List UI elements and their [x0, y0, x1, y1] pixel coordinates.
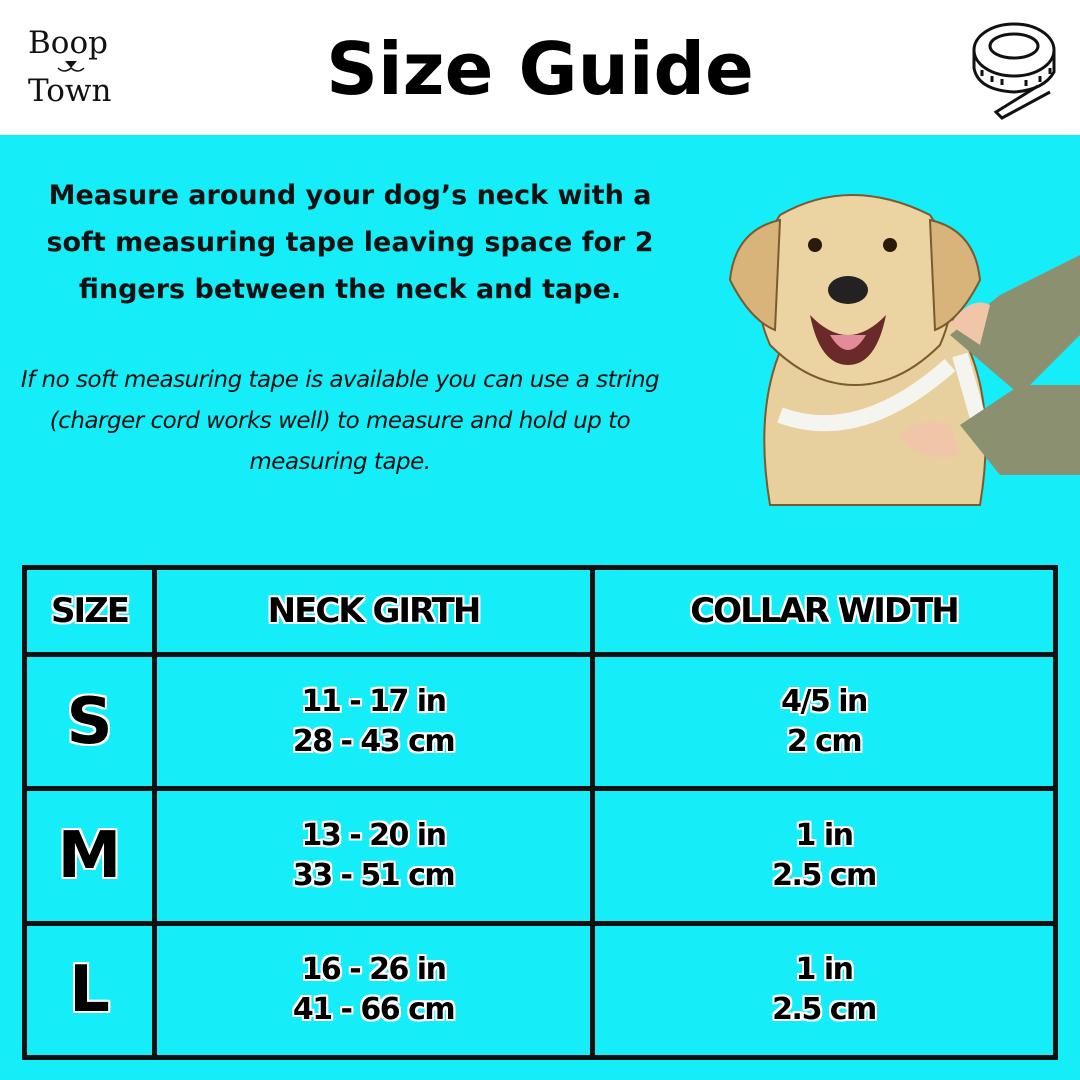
logo-line-1: Boop: [28, 25, 108, 61]
page-title: Size Guide: [326, 27, 754, 111]
table-row: L 16 - 26 in 41 - 66 cm 1 in 2.5 cm: [22, 920, 1058, 1061]
width-cm: 2.5 cm: [772, 992, 877, 1028]
width-cm: 2.5 cm: [772, 857, 877, 893]
size-table: SIZE NECK GIRTH COLLAR WIDTH S 11 - 17 i…: [22, 565, 1058, 1061]
table-row: M 13 - 20 in 33 - 51 cm 1 in 2.5 cm: [22, 786, 1058, 926]
girth-cm: 33 - 51 cm: [292, 857, 456, 893]
neck-girth-cell: 13 - 20 in 33 - 51 cm: [152, 786, 595, 926]
collar-width-cell: 4/5 in 2 cm: [590, 651, 1058, 792]
dog-nose-icon: [57, 61, 85, 72]
boop-town-logo: Boop Town: [26, 26, 118, 110]
measuring-tape-icon: [972, 22, 1056, 120]
header-collar-width: COLLAR WIDTH: [590, 565, 1058, 657]
width-in: 1 in: [795, 952, 854, 988]
collar-width-cell: 1 in 2.5 cm: [590, 920, 1058, 1061]
width-in: 4/5 in: [781, 683, 868, 719]
dog-measuring-illustration: [728, 194, 1080, 506]
size-label: S: [22, 651, 157, 792]
neck-girth-cell: 16 - 26 in 41 - 66 cm: [152, 920, 595, 1061]
girth-cm: 41 - 66 cm: [292, 992, 456, 1028]
girth-in: 11 - 17 in: [301, 683, 447, 719]
header-size: SIZE: [22, 565, 157, 657]
alternative-measuring-note: If no soft measuring tape is available y…: [20, 367, 660, 475]
collar-width-cell: 1 in 2.5 cm: [590, 786, 1058, 926]
header: Boop Town Size Guide: [0, 0, 1080, 135]
width-cm: 2 cm: [786, 723, 863, 759]
neck-girth-cell: 11 - 17 in 28 - 43 cm: [152, 651, 595, 792]
size-label: M: [22, 786, 157, 926]
measuring-instructions: Measure around your dog’s neck with a so…: [46, 180, 654, 305]
size-label: L: [22, 920, 157, 1061]
logo-line-2: Town: [28, 73, 112, 109]
header-neck-girth: NECK GIRTH: [152, 565, 595, 657]
table-header-row: SIZE NECK GIRTH COLLAR WIDTH: [22, 565, 1058, 657]
girth-cm: 28 - 43 cm: [292, 723, 456, 759]
width-in: 1 in: [795, 817, 854, 853]
table-row: S 11 - 17 in 28 - 43 cm 4/5 in 2 cm: [22, 651, 1058, 792]
girth-in: 13 - 20 in: [301, 817, 447, 853]
girth-in: 16 - 26 in: [301, 952, 447, 988]
